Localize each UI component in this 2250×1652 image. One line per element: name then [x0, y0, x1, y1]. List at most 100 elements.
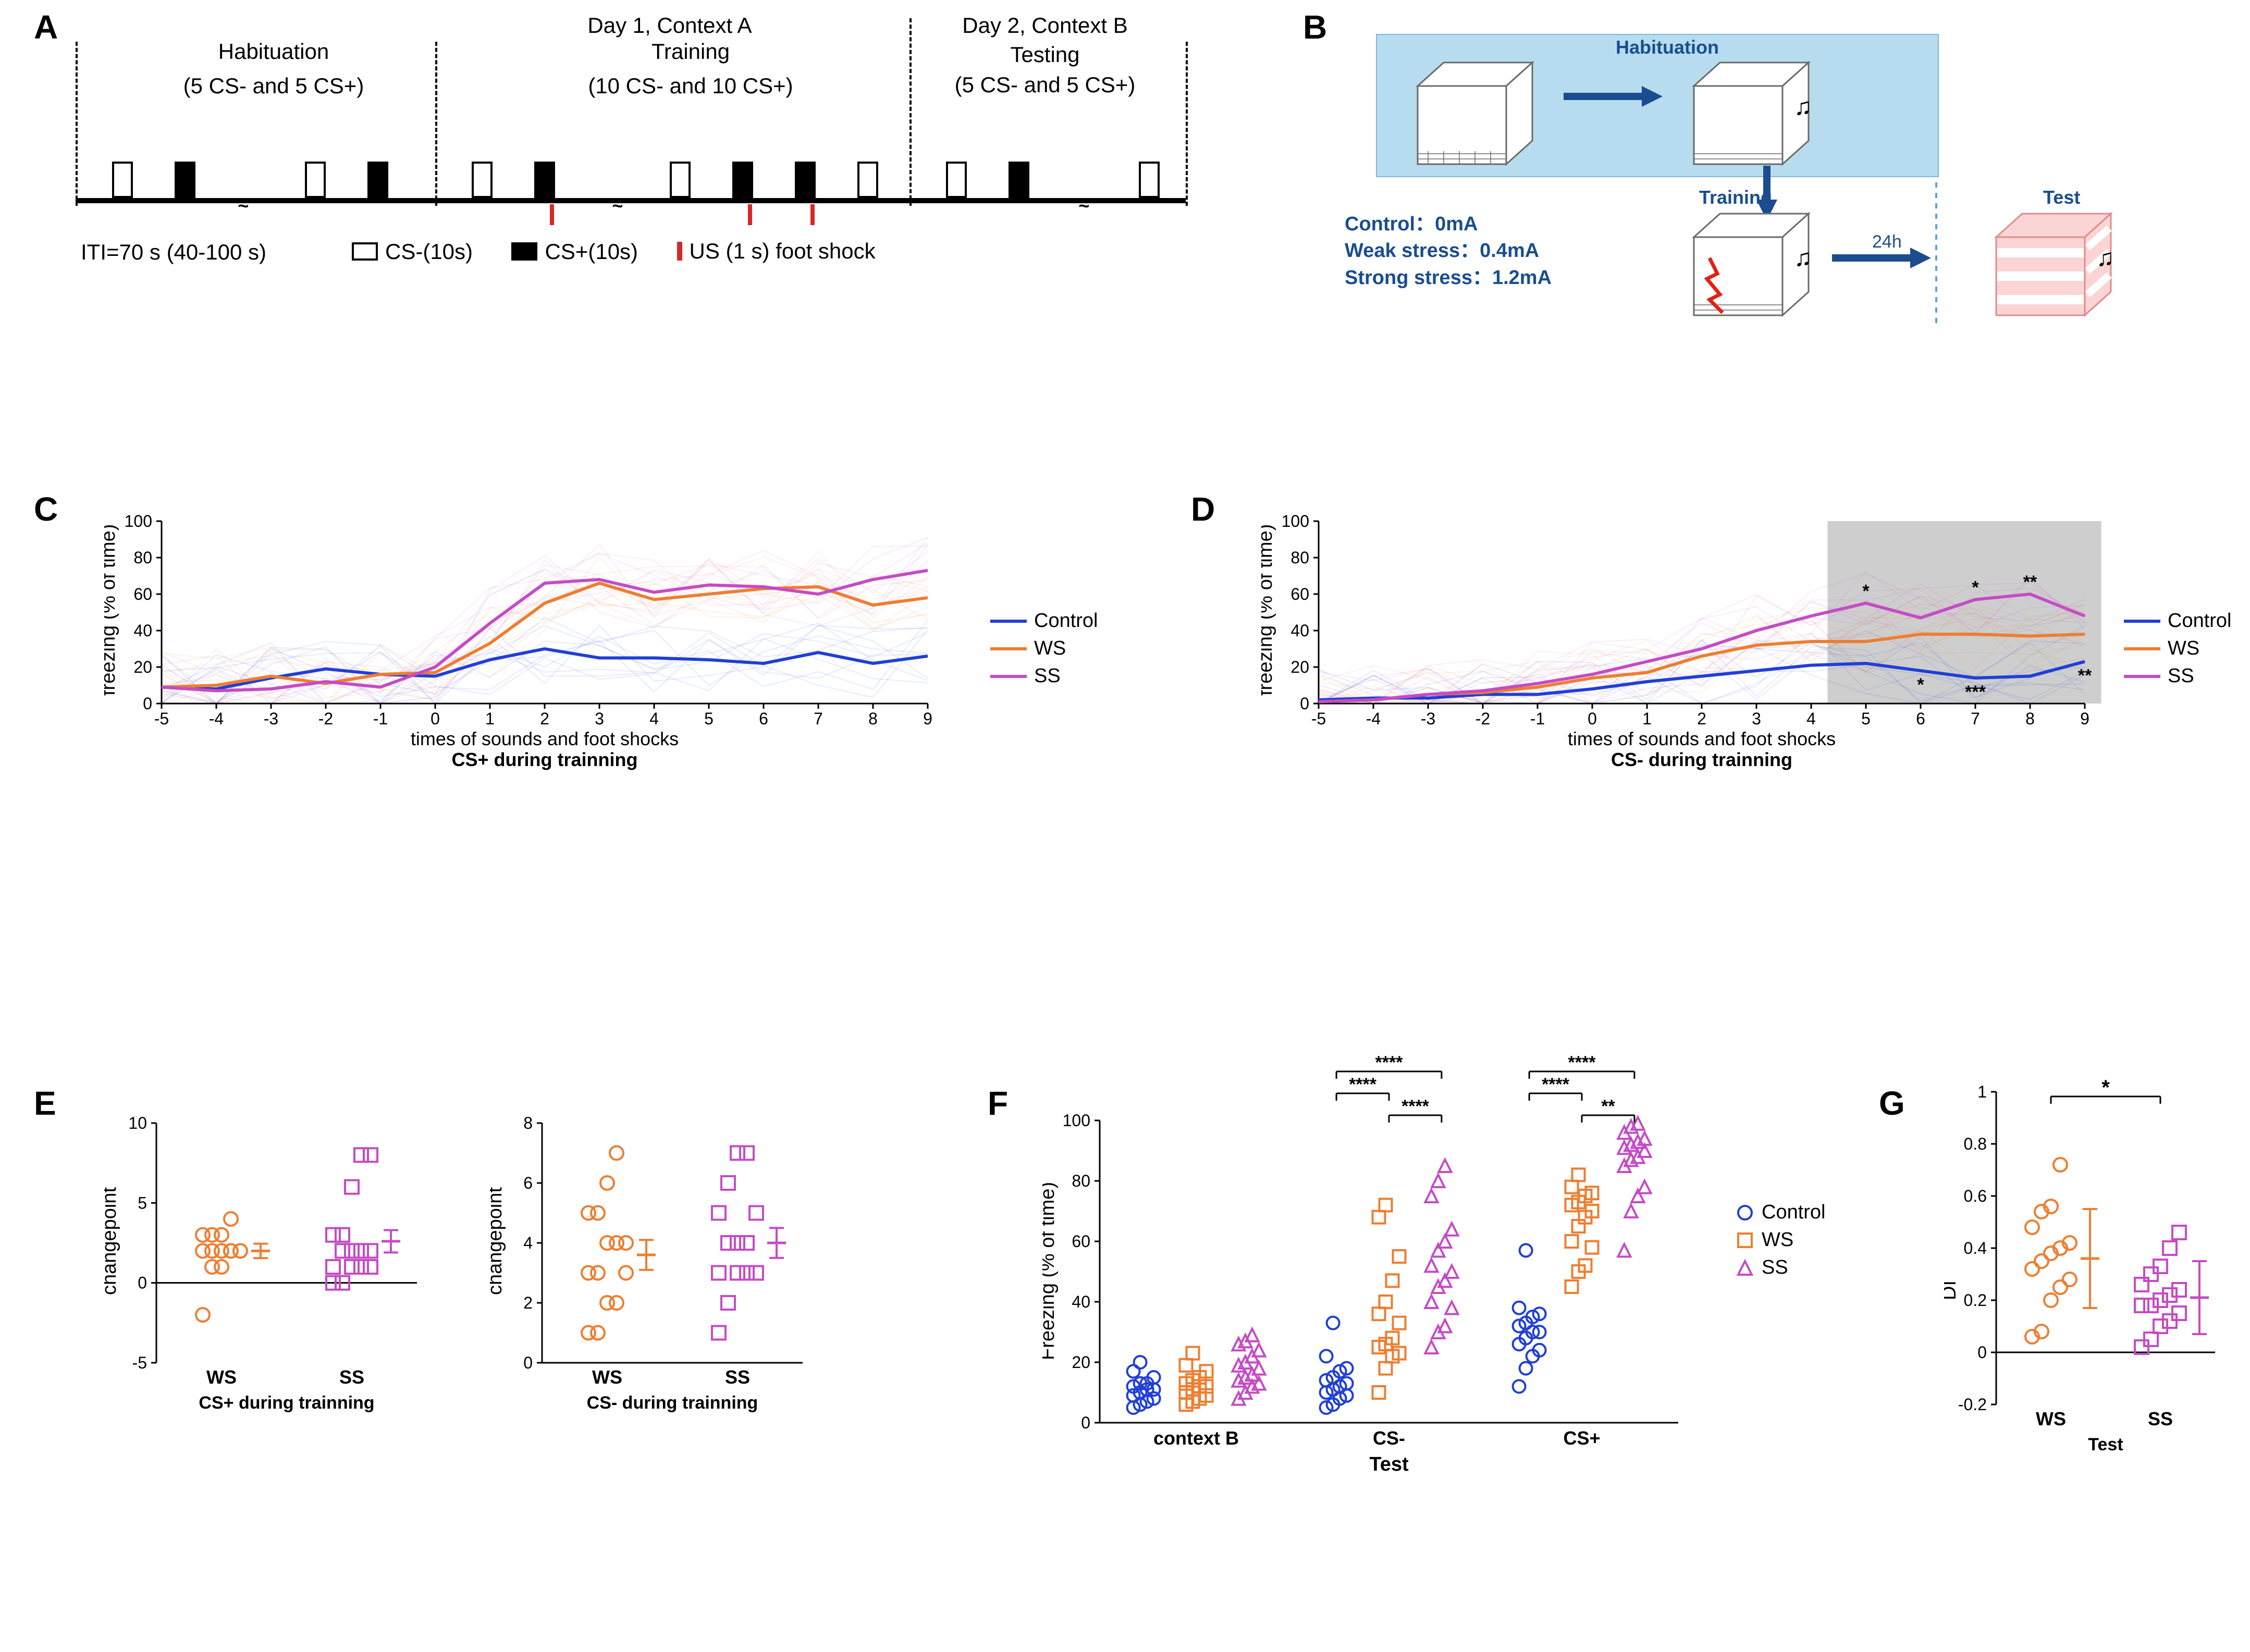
svg-text:-1: -1: [373, 709, 388, 728]
legend-csminus: CS-(10s): [352, 239, 473, 264]
legend-csplus: CS+(10s): [511, 239, 638, 264]
svg-text:WS: WS: [592, 1366, 622, 1388]
svg-text:20: 20: [1072, 1353, 1090, 1372]
svg-text:60: 60: [1290, 585, 1309, 603]
svg-text:0.6: 0.6: [1964, 1187, 1987, 1205]
svg-text:10: 10: [128, 1114, 147, 1132]
svg-text:1: 1: [1642, 709, 1652, 728]
habituation-box-1-icon: [1402, 60, 1548, 169]
svg-text:*: *: [1862, 582, 1870, 601]
svg-text:Test: Test: [2088, 1435, 2123, 1454]
svg-text:5: 5: [704, 709, 714, 728]
habituation-box-2-icon: ♫: [1678, 60, 1897, 169]
svg-text:SS: SS: [339, 1366, 364, 1388]
svg-text:5: 5: [138, 1193, 147, 1212]
panel-d-legend: ControlWSSS: [2124, 610, 2232, 693]
day2-title: Day 2, Context B: [925, 13, 1165, 38]
svg-text:0: 0: [1977, 1343, 1987, 1362]
svg-text:changepoint: changepoint: [490, 1187, 506, 1295]
svg-text:100: 100: [1282, 512, 1309, 531]
svg-text:2: 2: [1697, 709, 1706, 728]
panel-g-label: G: [1879, 1084, 1905, 1123]
svg-text:♫: ♫: [1794, 93, 1812, 120]
svg-text:9: 9: [923, 709, 932, 728]
svg-text:**: **: [2023, 572, 2037, 592]
svg-text:4: 4: [1806, 709, 1816, 728]
svg-text:-1: -1: [1530, 709, 1545, 728]
legend-us: US (1 s) foot shock: [677, 239, 876, 264]
svg-text:****: ****: [1375, 1053, 1404, 1072]
test-box-icon: ♫: [1981, 211, 2199, 320]
svg-text:0: 0: [431, 709, 440, 728]
svg-text:6: 6: [759, 709, 768, 728]
svg-text:CS+: CS+: [1563, 1427, 1600, 1449]
svg-text:-3: -3: [1421, 709, 1435, 728]
svg-text:40: 40: [1072, 1292, 1090, 1311]
svg-text:0: 0: [1300, 694, 1309, 713]
svg-text:80: 80: [1072, 1172, 1090, 1190]
svg-text:CS- during trainning: CS- during trainning: [1611, 749, 1792, 770]
panel-f-label: F: [988, 1084, 1008, 1123]
panel-f-legend: ControlWSSS: [1736, 1201, 1826, 1284]
panel-e2-chart: 02468WSSSchangepointCS- during trainning: [490, 1110, 813, 1423]
svg-text:0.8: 0.8: [1964, 1135, 1987, 1153]
svg-text:-5: -5: [1311, 709, 1326, 728]
svg-text:-4: -4: [1366, 709, 1381, 728]
svg-text:60: 60: [133, 585, 152, 603]
svg-text:***: ***: [1965, 682, 1986, 702]
train-title: Training: [571, 39, 810, 64]
svg-text:0: 0: [143, 694, 152, 713]
svg-text:1: 1: [485, 709, 495, 728]
svg-text:Freezing (% of time): Freezing (% of time): [1042, 1182, 1059, 1360]
svg-text:40: 40: [133, 621, 152, 640]
test-title: Testing: [925, 42, 1165, 67]
svg-text:2: 2: [540, 709, 549, 728]
svg-text:SS: SS: [725, 1366, 750, 1388]
svg-text:freezing (% of time): freezing (% of time): [1261, 524, 1276, 696]
svg-text:6: 6: [1916, 709, 1925, 728]
panel-a-diagram: Habituation (5 CS- and 5 CS+) Day 1, Con…: [44, 10, 1233, 328]
panel-e-label: E: [34, 1084, 56, 1123]
svg-text:-5: -5: [154, 709, 169, 728]
svg-text:♫: ♫: [2096, 244, 2114, 271]
svg-text:8: 8: [523, 1114, 533, 1132]
svg-text:WS: WS: [206, 1366, 237, 1388]
svg-text:100: 100: [125, 512, 152, 531]
svg-text:****: ****: [1401, 1096, 1430, 1116]
svg-text:-0.2: -0.2: [1958, 1395, 1987, 1414]
panel-c-chart: 020406080100-5-4-3-2-10123456789freezing…: [104, 511, 964, 797]
svg-text:times of sounds and foot shock: times of sounds and foot shocks: [1568, 728, 1836, 749]
svg-text:7: 7: [814, 709, 823, 728]
panel-g-chart: -0.200.20.40.60.81WSSSDITest*: [1944, 1079, 2226, 1464]
svg-text:20: 20: [1290, 658, 1309, 676]
svg-text:4: 4: [649, 709, 659, 728]
svg-text:CS+ during trainning: CS+ during trainning: [199, 1393, 374, 1413]
svg-text:40: 40: [1290, 621, 1309, 640]
svg-text:CS+ during trainning: CS+ during trainning: [452, 749, 638, 770]
hab-title: Habituation: [162, 39, 386, 64]
iti-text: ITI=70 s (40-100 s): [81, 240, 266, 265]
hab-sub: (5 CS- and 5 CS+): [162, 73, 386, 98]
svg-text:0.4: 0.4: [1964, 1239, 1987, 1258]
svg-text:♫: ♫: [1794, 244, 1812, 271]
svg-text:9: 9: [2080, 709, 2089, 728]
arrow-hab-icon: [1561, 83, 1665, 109]
svg-text:*: *: [1917, 675, 1924, 695]
svg-text:-2: -2: [318, 709, 333, 728]
svg-text:20: 20: [133, 658, 152, 676]
panel-c-label: C: [34, 490, 58, 528]
svg-text:0: 0: [523, 1353, 533, 1372]
svg-text:**: **: [1601, 1096, 1615, 1116]
svg-text:****: ****: [1349, 1075, 1377, 1094]
svg-text:0: 0: [1081, 1413, 1090, 1432]
panel-d-chart: 020406080100-5-4-3-2-10123456789********…: [1261, 511, 2121, 797]
panel-b-diagram: Habituation Training Test 24h Control：0m…: [1313, 10, 2199, 328]
svg-text:freezing (% of time): freezing (% of time): [104, 524, 119, 696]
svg-text:WS: WS: [2036, 1408, 2066, 1429]
svg-text:****: ****: [1568, 1053, 1596, 1072]
svg-text:100: 100: [1063, 1111, 1090, 1130]
svg-text:8: 8: [2025, 709, 2035, 728]
stress-text: Control：0mA Weak stress：0.4mA Strong str…: [1345, 211, 1552, 291]
svg-text:changepoint: changepoint: [104, 1187, 120, 1295]
svg-text:context B: context B: [1153, 1427, 1239, 1449]
